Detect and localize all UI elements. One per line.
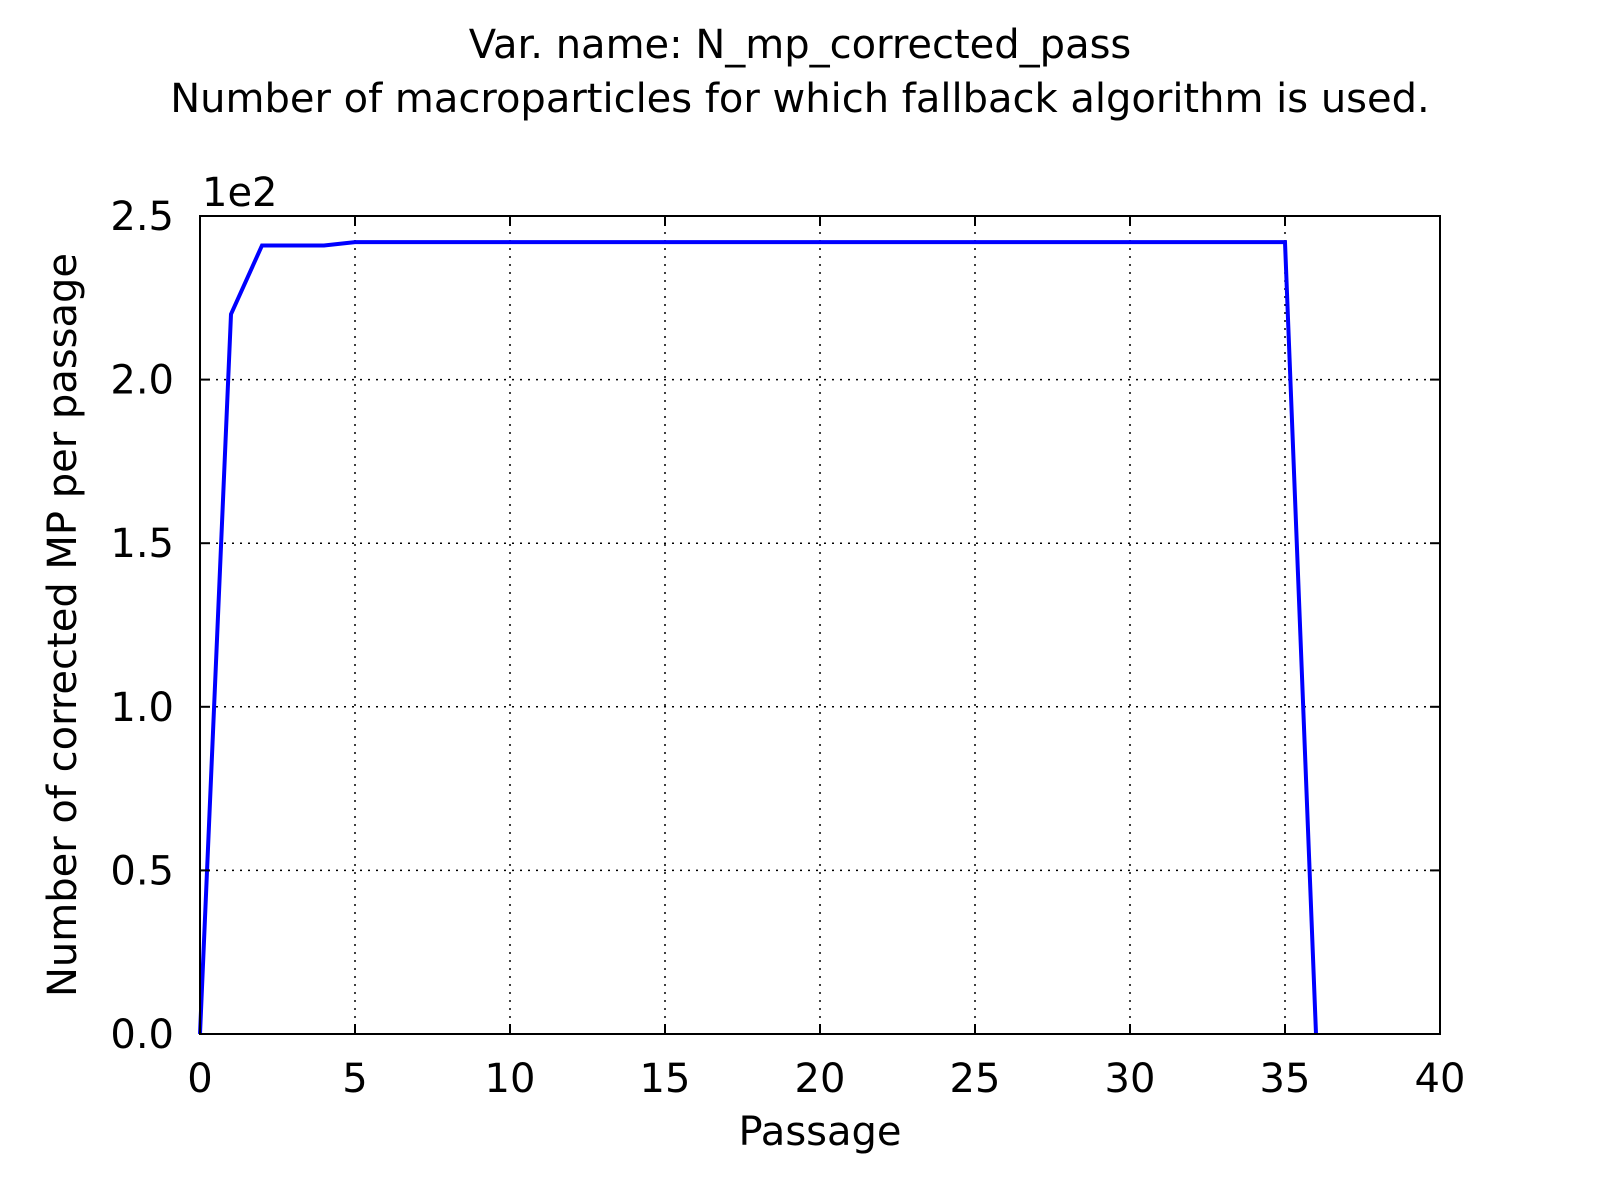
y-tick-label: 0.5	[110, 848, 174, 894]
grid-lines	[200, 216, 1440, 1034]
y-tick-label: 2.5	[110, 194, 174, 240]
chart-subtitle: Number of macroparticles for which fallb…	[170, 76, 1429, 122]
x-tick-label: 0	[187, 1056, 212, 1102]
chart-title: Var. name: N_mp_corrected_pass	[469, 22, 1132, 68]
x-tick-label: 30	[1105, 1056, 1156, 1102]
axis-ticks: 0 5 10 15 20 25 30 35 40 0.0 0.5 1.0 1.5 2.0 2.5	[110, 194, 1465, 1102]
x-tick-label: 35	[1260, 1056, 1311, 1102]
y-tick-label: 1.5	[110, 521, 174, 567]
x-tick-label: 5	[342, 1056, 367, 1102]
y-tick-label: 0.0	[110, 1012, 174, 1058]
x-tick-label: 25	[950, 1056, 1001, 1102]
x-tick-label: 20	[795, 1056, 846, 1102]
x-tick-label: 15	[640, 1056, 691, 1102]
x-tick-label: 40	[1415, 1056, 1466, 1102]
y-tick-label: 1.0	[110, 685, 174, 731]
x-tick-label: 10	[485, 1056, 536, 1102]
y-axis-label: Number of corrected MP per passage	[40, 253, 86, 997]
x-axis-label: Passage	[738, 1109, 901, 1155]
y-tick-label: 2.0	[110, 358, 174, 404]
series-line	[198, 240, 1318, 1035]
y-offset-label: 1e2	[202, 170, 278, 216]
plot-frame	[199, 215, 1441, 1035]
series-layer	[198, 240, 1318, 1035]
